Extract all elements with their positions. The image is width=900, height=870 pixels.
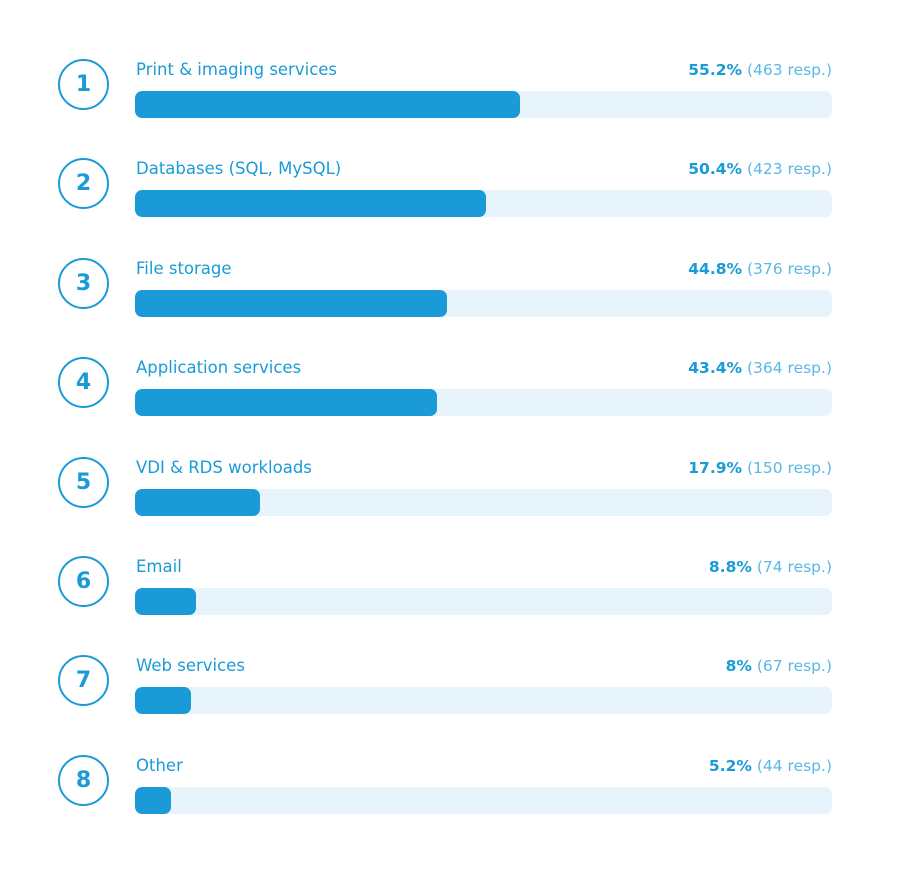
bar [135,687,191,714]
response-count-label: (150 resp.) [746,459,832,477]
value-readout: 43.4% (364 resp.) [688,358,832,378]
response-count-label: (74 resp.) [756,558,832,576]
response-count-label: (463 resp.) [746,61,832,79]
value-readout: 50.4% (423 resp.) [688,159,832,179]
rank-badge: 7 [58,655,109,706]
response-count-label: (423 resp.) [746,160,832,178]
response-count-label: (67 resp.) [756,657,832,675]
bar-track [135,588,832,615]
bar-track [135,190,832,217]
rank-badge: 3 [58,258,109,309]
percent-label: 43.4% [688,359,743,377]
percent-label: 5.2% [708,757,752,775]
bar [135,290,447,317]
response-count-label: (44 resp.) [756,757,832,775]
category-label: File storage [136,259,232,278]
category-label: Application services [136,358,302,377]
percent-label: 8% [725,657,752,675]
category-label: Databases (SQL, MySQL) [136,159,342,178]
value-readout: 55.2% (463 resp.) [688,60,832,80]
bar [135,190,486,217]
bar-track [135,389,832,416]
category-label: Web services [136,656,245,675]
percent-label: 50.4% [688,160,743,178]
rank-badge: 2 [58,158,109,209]
value-readout: 8% (67 resp.) [726,656,832,676]
bar [135,389,437,416]
chart-row: 1 Print & imaging services 55.2% (463 resp… [0,59,900,119]
rank-badge: 1 [58,59,109,110]
response-count-label: (376 resp.) [746,260,832,278]
chart-row: 8 Other 5.2% (44 resp.) [0,755,900,815]
bar [135,787,171,814]
value-readout: 8.8% (74 resp.) [709,557,832,577]
response-count-label: (364 resp.) [746,359,832,377]
percent-label: 55.2% [688,61,743,79]
value-readout: 17.9% (150 resp.) [688,458,832,478]
percent-label: 44.8% [688,260,743,278]
percent-label: 17.9% [688,459,743,477]
chart-row: 2 Databases (SQL, MySQL) 50.4% (423 resp.) [0,158,900,218]
rank-badge: 8 [58,755,109,806]
percent-label: 8.8% [708,558,752,576]
chart-row: 4 Application services 43.4% (364 resp.) [0,357,900,417]
category-label: Email [136,557,182,576]
bar-track [135,91,832,118]
value-readout: 5.2% (44 resp.) [709,756,832,776]
category-label: Other [136,756,183,775]
rank-badge: 6 [58,556,109,607]
chart-row: 5 VDI & RDS workloads 17.9% (150 resp.) [0,457,900,517]
chart-row: 7 Web services 8% (67 resp.) [0,655,900,715]
chart-row: 3 File storage 44.8% (376 resp.) [0,258,900,318]
bar [135,489,260,516]
chart-row: 6 Email 8.8% (74 resp.) [0,556,900,616]
bar [135,91,520,118]
bar-track [135,687,832,714]
rank-badge: 4 [58,357,109,408]
category-label: Print & imaging services [136,60,338,79]
rank-badge: 5 [58,457,109,508]
category-label: VDI & RDS workloads [136,458,312,477]
bar-track [135,290,832,317]
value-readout: 44.8% (376 resp.) [688,259,832,279]
bar-track [135,489,832,516]
bar-track [135,787,832,814]
bar [135,588,196,615]
